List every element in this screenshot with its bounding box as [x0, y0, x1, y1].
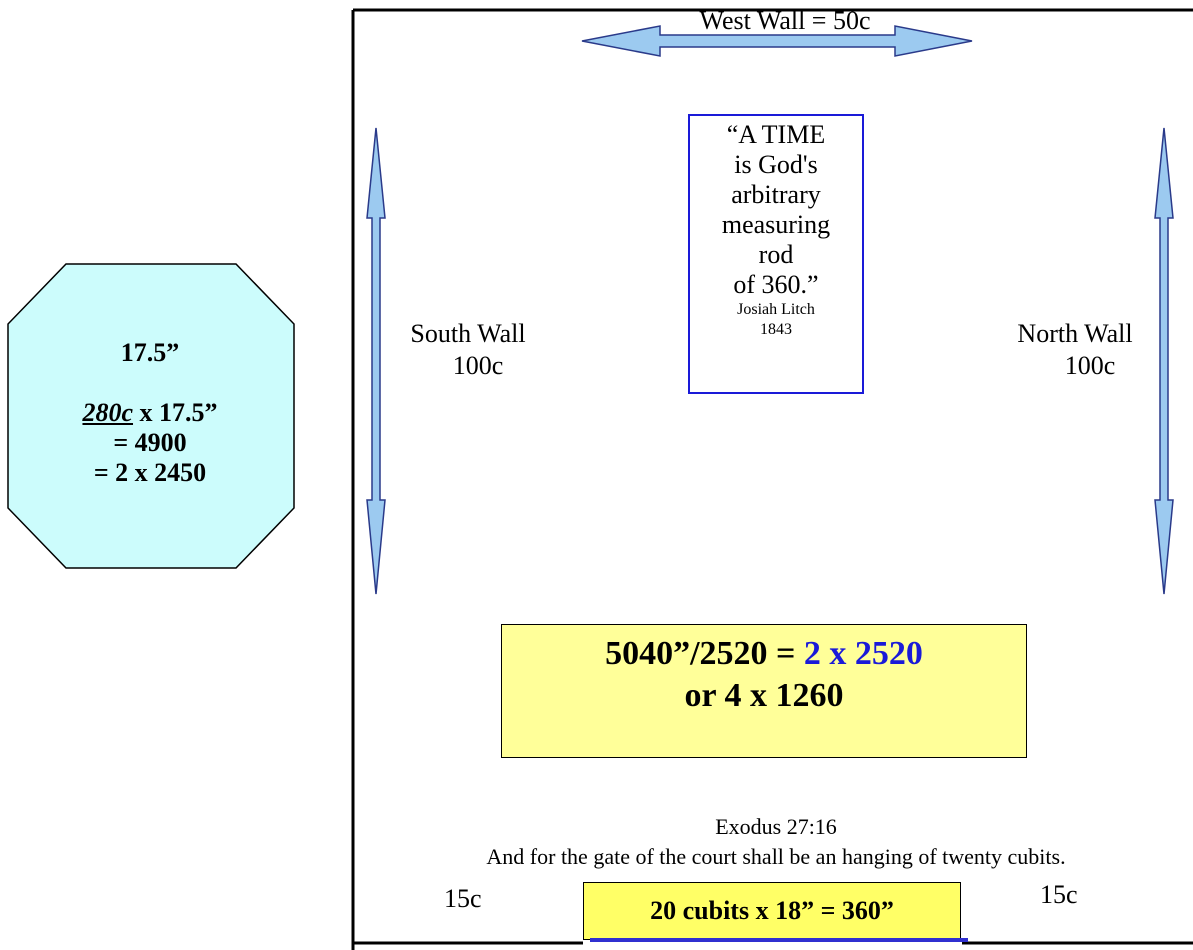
gate-left-side-length: 15c [444, 884, 482, 913]
octagon-line-2: 280c x 17.5” [10, 398, 290, 428]
south-wall-length: 100c [452, 351, 504, 380]
quote-text: “A TIME is God's arbitrary measuring rod… [721, 120, 831, 299]
calculation-highlight: 2 x 2520 [803, 635, 923, 672]
octagon-text: 17.5” 280c x 17.5” = 4900 = 2 x 2450 [10, 338, 290, 488]
octagon-line-4: = 2 x 2450 [93, 458, 207, 487]
scripture-text: And for the gate of the court shall be a… [486, 844, 1066, 869]
scripture-reference: Exodus 27:16 [715, 814, 837, 839]
octagon-cubits: 280c [82, 398, 134, 427]
north-wall-arrow [1154, 127, 1174, 595]
calculation-line-1: 5040”/2520 = 2 x 2520 [502, 633, 1026, 675]
gate-right-side-length: 15c [1040, 880, 1078, 909]
quote-box: “A TIME is God's arbitrary measuring rod… [688, 114, 864, 394]
north-wall-name: North Wall [1017, 319, 1133, 348]
calculation-prefix: 5040”/2520 = [605, 635, 804, 672]
south-wall-label: South Wall 100c [388, 318, 548, 382]
south-wall-name: South Wall [410, 319, 526, 348]
west-wall-label: West Wall = 50c [699, 6, 871, 35]
calculation-box: 5040”/2520 = 2 x 2520 or 4 x 1260 [501, 624, 1027, 758]
quote-year: 1843 [760, 321, 792, 338]
north-wall-label: North Wall 100c [995, 318, 1155, 382]
octagon-line-1: 17.5” [120, 338, 180, 367]
gate-underline [590, 938, 968, 942]
octagon-multiplier: x 17.5” [133, 398, 218, 427]
north-wall-length: 100c [1064, 351, 1116, 380]
quote-author: Josiah Litch [737, 301, 815, 318]
scripture-block: Exodus 27:16 And for the gate of the cou… [360, 812, 1192, 872]
octagon-line-3: = 4900 [113, 428, 187, 457]
calculation-line-2: or 4 x 1260 [684, 677, 844, 714]
gate-box: 20 cubits x 18” = 360” [583, 882, 961, 940]
west-wall-arrow [581, 25, 973, 57]
south-wall-arrow [366, 127, 386, 595]
octagon-shape [7, 263, 295, 569]
